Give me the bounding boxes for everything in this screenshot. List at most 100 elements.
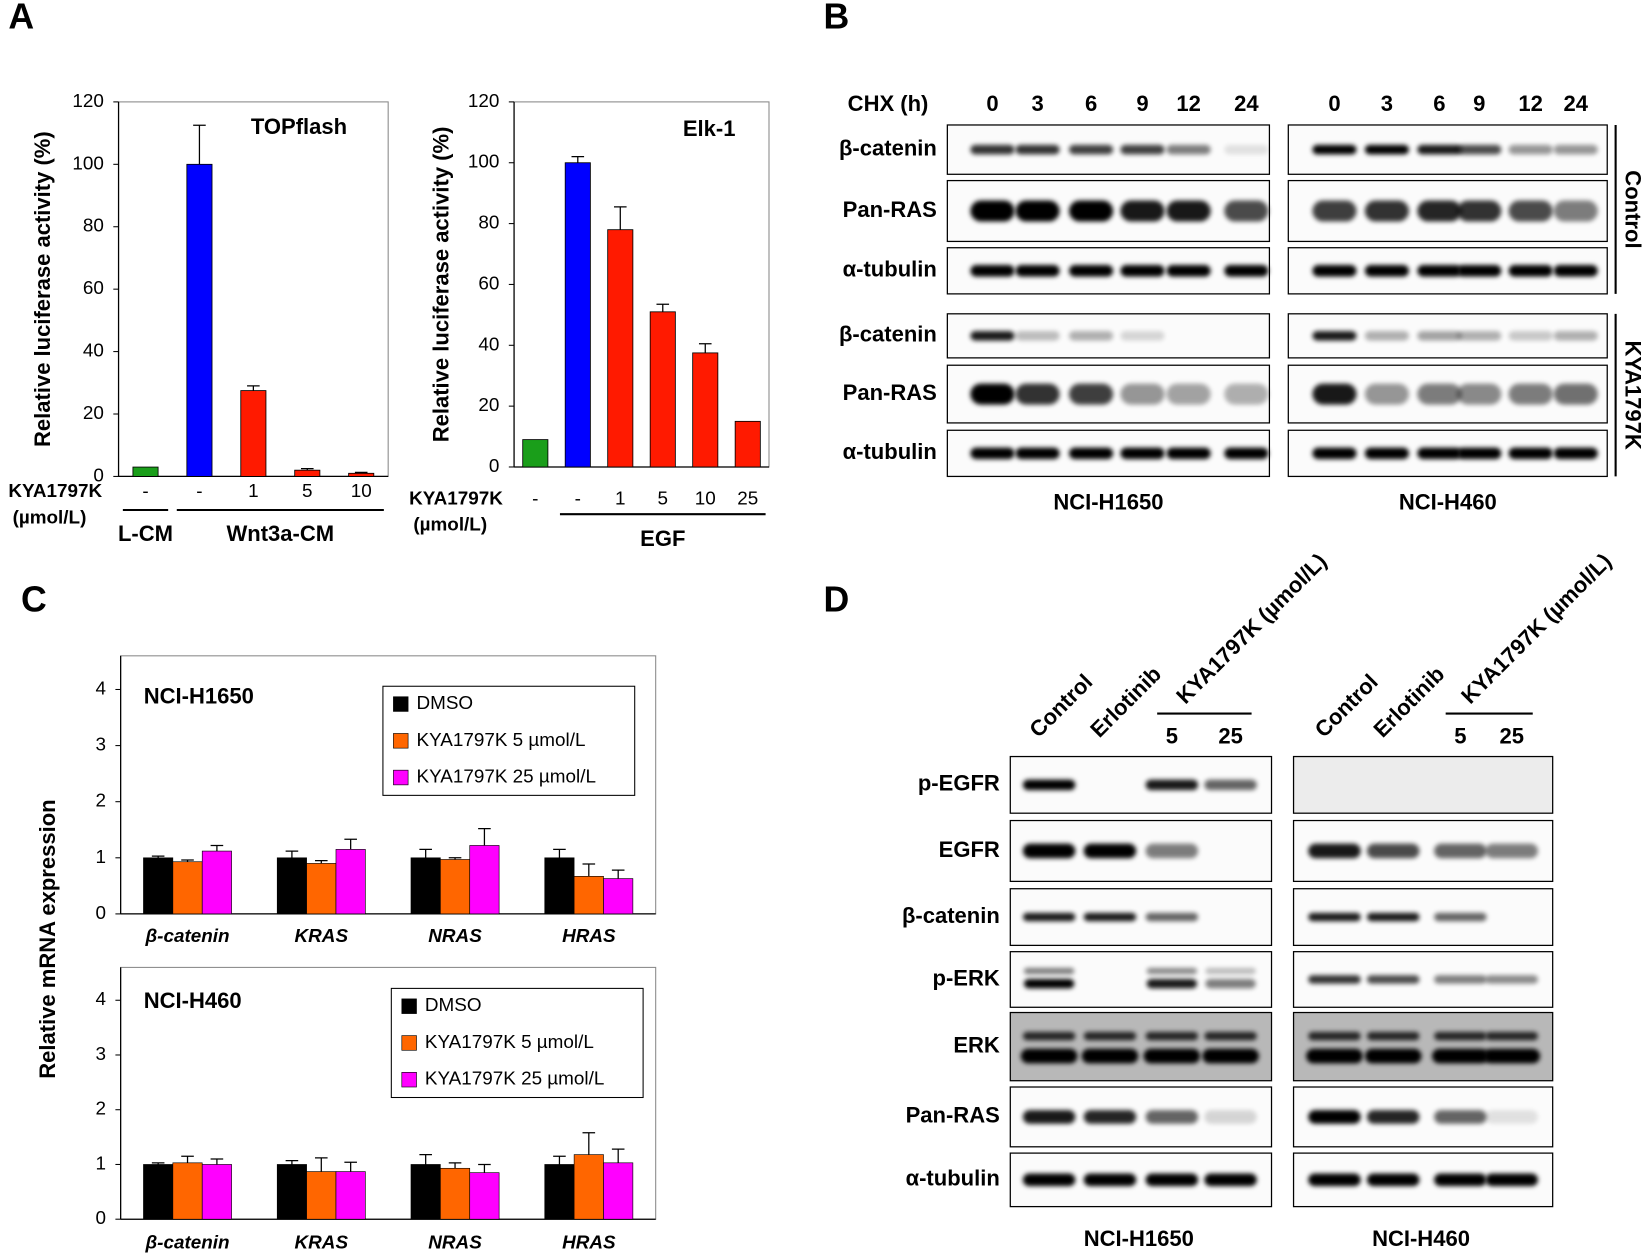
blot-band	[1366, 843, 1420, 859]
x-tick-label: KRAS	[295, 1232, 349, 1253]
blot-band	[1483, 1048, 1541, 1064]
blot-band	[1308, 843, 1361, 859]
cell-line-label: NCI-H1650	[1053, 490, 1163, 515]
blot-band	[1081, 1048, 1139, 1064]
blot-band	[1166, 447, 1211, 460]
protein-label: Pan-RAS	[843, 197, 937, 222]
bar	[143, 1164, 174, 1220]
y-tick-label: 60	[83, 278, 104, 299]
bar	[410, 1164, 441, 1220]
bar	[132, 466, 159, 477]
error-bar	[344, 838, 357, 850]
bar	[143, 857, 174, 915]
blot-band	[1022, 779, 1076, 791]
bar	[348, 472, 375, 477]
error-bar	[611, 1148, 625, 1163]
blot-band	[1308, 1173, 1361, 1187]
bar	[172, 861, 203, 915]
treatment-label: Control	[1621, 170, 1645, 248]
blot-band	[1417, 383, 1462, 405]
blot-band	[1015, 265, 1060, 277]
bar	[201, 850, 232, 915]
blot-band	[1553, 265, 1598, 277]
time-label: 0	[1328, 91, 1340, 116]
panel-label: D	[824, 580, 850, 620]
row-unit: (µmol/L)	[413, 515, 487, 536]
blot-band	[1434, 912, 1487, 922]
error-bar	[151, 855, 165, 858]
bar	[172, 1162, 203, 1220]
time-label: CHX (h)	[848, 91, 929, 116]
blot-band	[1120, 200, 1165, 222]
blot-band	[1457, 265, 1502, 277]
blot-band	[1508, 447, 1553, 460]
legend-swatch	[393, 696, 409, 712]
time-label: 6	[1433, 91, 1445, 116]
error-bar	[285, 1159, 299, 1165]
blot-band	[1224, 200, 1269, 222]
blot-band	[1312, 447, 1357, 460]
blot-band	[970, 200, 1015, 222]
treatment-label: KYA1797K	[1621, 340, 1645, 449]
blot-band	[970, 265, 1015, 277]
lane-label: Control	[1024, 669, 1097, 742]
y-axis-label: Relative luciferase activity (%)	[429, 127, 454, 443]
group-label: L-CM	[118, 521, 173, 546]
error-bar	[344, 1161, 357, 1172]
chart-title: TOPflash	[251, 114, 347, 139]
blot-band	[1205, 967, 1256, 975]
y-tick-label: 20	[83, 403, 104, 424]
protein-label: α-tubulin	[843, 257, 937, 282]
y-tick-label: 1	[95, 847, 106, 868]
blot-band	[1312, 144, 1357, 155]
bar	[607, 229, 634, 468]
blot-band	[1202, 1048, 1259, 1064]
legend-swatch	[401, 1072, 417, 1088]
blot-band	[1312, 200, 1357, 222]
bar	[692, 352, 719, 468]
blot-band	[1417, 265, 1462, 277]
x-tick-label: HRAS	[562, 1232, 616, 1253]
legend-label: KYA1797K 5 µmol/L	[425, 1032, 594, 1053]
blot-band	[1366, 975, 1420, 984]
blot-band	[1312, 331, 1357, 341]
row-label: KYA1797K	[409, 488, 503, 509]
dose-label: 25	[1500, 723, 1525, 748]
blot-band	[1120, 331, 1165, 341]
error-bar	[582, 863, 596, 877]
row-label: KYA1797K	[8, 481, 102, 502]
error-bar	[448, 1162, 462, 1169]
legend-box	[382, 685, 636, 796]
blot-band	[1205, 978, 1256, 989]
blot-band	[1204, 1173, 1257, 1187]
blot-band	[1508, 200, 1553, 222]
blot-band	[1417, 331, 1462, 341]
bar	[440, 1167, 471, 1220]
blot-band	[1457, 447, 1502, 460]
blot-band	[1083, 1031, 1137, 1041]
x-tick-label: -	[196, 481, 202, 502]
error-bar	[419, 1153, 432, 1165]
bar	[276, 857, 307, 915]
blot-band	[1120, 265, 1165, 277]
blot-band	[1312, 265, 1357, 277]
blot-band	[1417, 144, 1462, 155]
dose-label: 25	[1218, 723, 1242, 748]
time-label: 9	[1136, 91, 1148, 116]
blot-band	[1143, 1048, 1201, 1064]
blot-band	[1069, 200, 1114, 222]
blot-frame	[1292, 1011, 1554, 1082]
error-bar	[448, 857, 462, 860]
bar	[603, 1162, 634, 1220]
bar	[335, 1171, 366, 1220]
chart-title: Elk-1	[683, 116, 736, 141]
blot-band	[1364, 144, 1409, 155]
legend-label: DMSO	[416, 693, 473, 714]
blot-band	[1120, 447, 1165, 460]
bar	[440, 859, 471, 915]
bar	[649, 311, 676, 468]
y-tick-label: 20	[478, 395, 499, 416]
bar	[544, 1164, 575, 1220]
x-tick-label: 5	[658, 488, 668, 509]
chart-title: NCI-H460	[144, 988, 242, 1013]
